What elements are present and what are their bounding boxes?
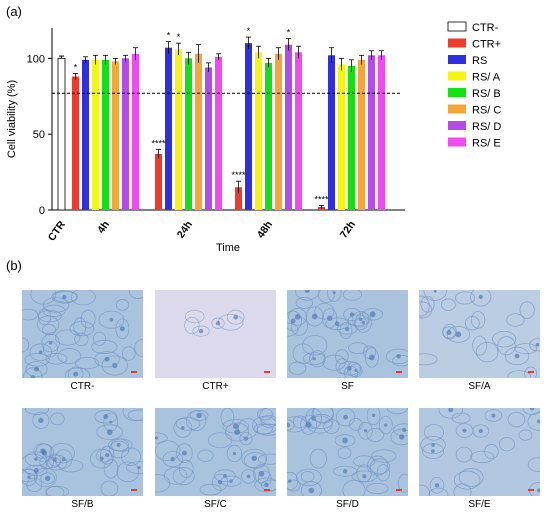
x-tick-label: 4h bbox=[95, 219, 112, 236]
bar bbox=[165, 47, 172, 210]
legend-label: RS/ A bbox=[472, 72, 501, 84]
significance-marker: **** bbox=[231, 170, 246, 180]
micrograph-image bbox=[155, 290, 276, 378]
scale-bar bbox=[131, 371, 137, 373]
bar bbox=[195, 53, 202, 211]
micrograph-grid: CTR- CTR+ SF SF/A SF/B SF/C SF/D SF/E bbox=[22, 290, 542, 515]
legend-swatch bbox=[448, 104, 466, 114]
legend-swatch bbox=[447, 21, 467, 32]
x-tick-label: CTR bbox=[46, 219, 68, 244]
micrograph-cell: CTR- bbox=[22, 290, 143, 392]
bar bbox=[102, 59, 109, 210]
micrograph-cell: CTR+ bbox=[155, 290, 276, 392]
bar-ctr-minus bbox=[57, 57, 66, 211]
micrograph-image bbox=[22, 408, 143, 496]
legend-swatch bbox=[448, 55, 466, 64]
micrograph-caption: CTR+ bbox=[202, 381, 229, 392]
micrograph-caption: SF/C bbox=[204, 499, 227, 510]
bar bbox=[122, 58, 129, 211]
panel-b-label: (b) bbox=[6, 258, 22, 273]
bar bbox=[92, 59, 99, 210]
legend-label: CTR+ bbox=[472, 39, 501, 51]
y-tick-label: 100 bbox=[27, 53, 45, 65]
scale-bar bbox=[264, 371, 270, 373]
significance-marker: **** bbox=[314, 194, 329, 204]
bar bbox=[185, 58, 192, 211]
significance-marker: * bbox=[287, 28, 291, 38]
bar bbox=[72, 76, 79, 211]
legend-swatch bbox=[448, 38, 466, 48]
bar bbox=[328, 55, 335, 210]
micrograph-image bbox=[155, 408, 276, 496]
micrograph-image bbox=[419, 290, 540, 378]
bar bbox=[348, 65, 355, 211]
scale-bar bbox=[131, 489, 137, 491]
bar bbox=[205, 67, 212, 210]
legend-label: RS/ D bbox=[472, 121, 501, 133]
bar bbox=[368, 55, 375, 210]
micrograph-image bbox=[287, 408, 408, 496]
bar bbox=[358, 59, 365, 210]
significance-marker: * bbox=[167, 31, 171, 41]
scale-bar bbox=[528, 489, 534, 491]
legend-label: RS/ C bbox=[472, 105, 501, 117]
legend-swatch bbox=[448, 137, 466, 147]
significance-marker: * bbox=[247, 26, 251, 36]
micrograph-cell: SF bbox=[287, 290, 408, 392]
micrograph-caption: CTR- bbox=[70, 381, 95, 392]
bar bbox=[285, 44, 292, 210]
micrograph-cell: SF/B bbox=[22, 408, 143, 510]
legend-swatch bbox=[448, 121, 466, 130]
scale-bar bbox=[264, 489, 270, 491]
panel-a-label: (a) bbox=[6, 4, 22, 19]
y-tick-label: 50 bbox=[33, 129, 45, 141]
bar bbox=[265, 62, 272, 211]
bar bbox=[82, 59, 89, 210]
micrograph-cell: SF/D bbox=[287, 408, 408, 510]
x-axis-label: Time bbox=[216, 242, 240, 254]
bar bbox=[215, 56, 222, 210]
scale-bar bbox=[396, 489, 402, 491]
bar bbox=[112, 61, 119, 210]
bar bbox=[245, 43, 252, 210]
bar bbox=[132, 53, 139, 211]
significance-marker: * bbox=[177, 32, 181, 42]
bar bbox=[235, 187, 242, 210]
micrograph-caption: SF/B bbox=[71, 499, 94, 510]
x-tick-label: 48h bbox=[255, 219, 275, 241]
legend-swatch bbox=[448, 71, 466, 81]
legend-label: RS/ E bbox=[472, 138, 501, 150]
micrograph-image bbox=[287, 290, 408, 378]
y-axis-label: Cell viability (%) bbox=[6, 80, 18, 158]
legend-label: RS/ B bbox=[472, 88, 501, 100]
micrograph-caption: SF bbox=[341, 381, 354, 392]
scale-bar bbox=[528, 371, 534, 373]
micrograph-caption: SF/E bbox=[468, 499, 491, 510]
significance-marker: **** bbox=[151, 138, 166, 148]
bar bbox=[255, 52, 262, 211]
bar bbox=[155, 153, 162, 210]
micrograph-cell: SF/C bbox=[155, 408, 276, 510]
significance-marker: * bbox=[74, 63, 78, 73]
micrograph-caption: SF/D bbox=[336, 499, 359, 510]
micrograph-image bbox=[419, 408, 540, 496]
legend-label: RS bbox=[472, 55, 487, 67]
bar bbox=[378, 55, 385, 210]
micrograph-cell: SF/E bbox=[419, 408, 540, 510]
bar bbox=[175, 49, 182, 210]
micrograph-image bbox=[22, 290, 143, 378]
bar bbox=[338, 64, 345, 211]
micrograph-cell: SF/A bbox=[419, 290, 540, 392]
y-tick-label: 0 bbox=[39, 205, 45, 217]
bar bbox=[295, 52, 302, 211]
x-tick-label: 24h bbox=[175, 219, 195, 241]
legend-swatch bbox=[448, 88, 466, 97]
scale-bar bbox=[396, 371, 402, 373]
bar bbox=[275, 53, 282, 211]
micrograph-caption: SF/A bbox=[468, 381, 491, 392]
legend-label: CTR- bbox=[472, 22, 499, 34]
x-tick-label: 72h bbox=[338, 219, 358, 241]
